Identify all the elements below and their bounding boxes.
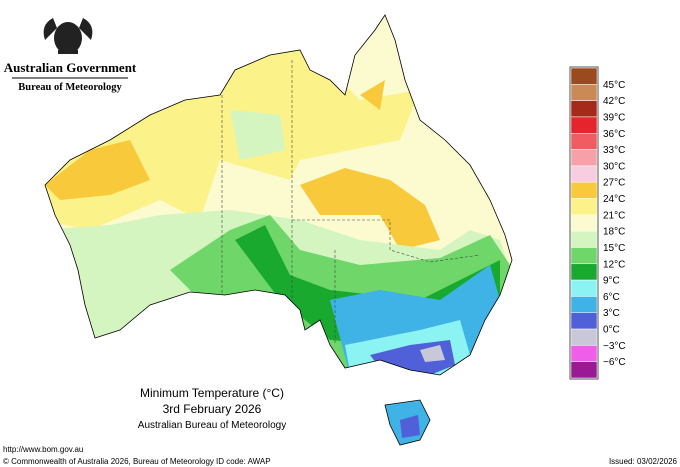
legend-swatch (570, 181, 598, 199)
id-code: ID code: AWAP (216, 457, 271, 466)
legend-label: 27°C (603, 178, 625, 189)
agency: Bureau of Meteorology (18, 82, 122, 93)
legend-label: 33°C (603, 145, 625, 156)
legend-swatch (570, 345, 598, 362)
legend-swatch (570, 214, 598, 232)
coastline (44, 14, 513, 446)
legend-swatch (570, 296, 598, 313)
legend-swatch (570, 149, 598, 167)
legend-label: 45°C (603, 80, 625, 91)
legend-swatch (570, 247, 598, 265)
legend-label: 0°C (603, 325, 620, 336)
legend-label: 42°C (603, 96, 625, 107)
legend-swatch (570, 230, 598, 248)
legend-swatch (570, 116, 598, 134)
url[interactable]: http://www.bom.gov.au (3, 445, 83, 454)
legend-label: 12°C (603, 259, 625, 270)
legend-label: 9°C (603, 276, 620, 287)
legend: 45°C 42°C 39°C 36°C 33°C 30°C 27°C 24°C 21°C 18°C… (570, 67, 626, 379)
legend-swatch (570, 312, 598, 330)
emblem (43, 18, 93, 54)
map-date: 3rd February 2026 (163, 402, 262, 416)
issued: Issued: 03/02/2026 (609, 457, 678, 466)
legend-swatch (570, 361, 598, 379)
legend-swatch (570, 133, 598, 150)
map-source: Australian Bureau of Meteorology (138, 420, 286, 431)
legend-label: 36°C (603, 129, 625, 140)
legend-swatch (570, 100, 598, 118)
government: Australian Government (4, 60, 137, 75)
legend-label: −6°C (603, 357, 626, 368)
legend-swatch (570, 84, 598, 101)
legend-swatch (570, 279, 598, 297)
legend-label: 30°C (603, 161, 625, 172)
legend-label: −3°C (603, 341, 626, 352)
legend-label: 24°C (603, 194, 625, 205)
legend-frame (569, 66, 599, 380)
legend-label: 3°C (603, 308, 620, 319)
legend-label: 18°C (603, 227, 625, 238)
legend-label: 39°C (603, 112, 625, 123)
legend-swatch (570, 165, 598, 183)
legend-label: 6°C (603, 292, 620, 303)
map-title: Minimum Temperature (°C) (140, 386, 284, 400)
state-borders (221, 60, 481, 345)
legend-swatch (570, 198, 598, 216)
legend-swatch (570, 328, 598, 346)
legend-label: 15°C (603, 243, 625, 254)
legend-swatch (570, 263, 598, 281)
legend-label: 21°C (603, 210, 625, 221)
legend-swatch (570, 67, 598, 85)
copyright: © Commonwealth of Australia 2026, Bureau… (3, 457, 214, 466)
